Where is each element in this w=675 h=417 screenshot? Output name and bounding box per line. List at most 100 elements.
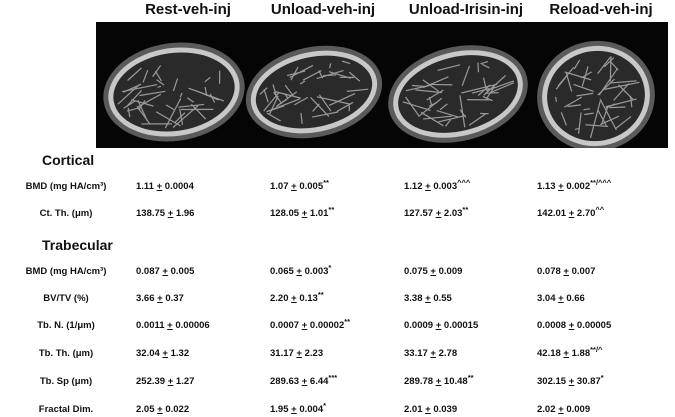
plus-minus-icon: + <box>568 376 575 387</box>
cell-mean: 1.95 <box>270 404 292 415</box>
plus-minus-icon: + <box>425 181 431 192</box>
significance-marker: ** <box>328 205 335 214</box>
cell-sd: 0.00006 <box>172 320 210 331</box>
row-label: BV/TV (%) <box>43 293 89 304</box>
plus-minus-icon: + <box>296 266 302 277</box>
row-label: BMD (mg HA/cm³) <box>25 266 107 277</box>
cell-mean: 2.20 <box>270 293 292 304</box>
cell-mean: 2.05 <box>136 404 158 415</box>
bone-cross-section <box>388 45 528 143</box>
plus-minus-icon: + <box>558 293 564 304</box>
cell-sd: 0.022 <box>162 404 190 415</box>
cell-sd: 0.37 <box>162 293 184 304</box>
cell-mean: 1.07 <box>270 181 292 192</box>
microct-image-strip <box>96 22 668 148</box>
cell-mean: 0.078 <box>537 266 564 277</box>
table-cell: 252.39 + 1.27 <box>136 376 194 387</box>
plus-minus-icon: + <box>430 266 436 277</box>
significance-marker: ^^ <box>595 205 605 214</box>
cell-mean: 127.57 <box>404 208 436 219</box>
table-cell: 0.065 + 0.003* <box>270 263 332 277</box>
cell-sd: 2.23 <box>301 348 324 359</box>
cell-mean: 0.065 <box>270 266 297 277</box>
cell-sd: 30.87 <box>574 376 601 387</box>
cell-sd: 0.003 <box>430 181 458 192</box>
table-cell: 0.0011 + 0.00006 <box>136 320 210 331</box>
bone-cross-section <box>245 45 383 139</box>
bone-cross-section <box>103 42 245 142</box>
table-cell: 142.01 + 2.70^^ <box>537 205 605 219</box>
table-cell: 0.0008 + 0.00005 <box>537 320 611 331</box>
cell-mean: 3.04 <box>537 293 559 304</box>
cell-sd: 0.00005 <box>574 320 612 331</box>
cell-mean: 3.66 <box>136 293 158 304</box>
plus-minus-icon: + <box>301 208 308 219</box>
plus-minus-icon: + <box>563 348 569 359</box>
table-cell: 42.18 + 1.88**/^ <box>537 346 602 359</box>
cell-mean: 0.075 <box>404 266 431 277</box>
significance-marker: ** <box>317 290 324 299</box>
table-cell: 127.57 + 2.03** <box>404 206 468 219</box>
column-header-rest: Rest-veh-inj <box>145 1 231 18</box>
plus-minus-icon: + <box>568 320 575 331</box>
table-cell: 3.38 + 0.55 <box>404 293 452 304</box>
cell-sd: 0.003 <box>301 266 329 277</box>
significance-marker: * <box>328 263 332 272</box>
plus-minus-icon: + <box>296 348 302 359</box>
cell-mean: 32.04 <box>136 348 163 359</box>
table-cell: 289.63 + 6.44*** <box>270 374 337 387</box>
cell-sd: 0.009 <box>563 404 591 415</box>
table-cell: 0.075 + 0.009 <box>404 266 462 277</box>
table-cell: 33.17 + 2.78 <box>404 348 457 359</box>
table-cell: 0.0009 + 0.00015 <box>404 320 478 331</box>
cell-sd: 2.78 <box>435 348 458 359</box>
significance-marker: ^^^ <box>457 178 471 187</box>
table-cell: 289.78 + 10.48** <box>404 374 474 387</box>
row-label: Tb. Sp (μm) <box>39 376 93 387</box>
column-header-unload-irisin: Unload-Irisin-inj <box>408 1 524 18</box>
table-cell: 128.05 + 1.01** <box>270 205 335 219</box>
cell-sd: 0.005 <box>296 181 324 192</box>
table-cell: 3.66 + 0.37 <box>136 293 184 304</box>
cell-sd: 0.039 <box>430 404 458 415</box>
plus-minus-icon: + <box>301 376 308 387</box>
table-cell: 1.11 + 0.0004 <box>136 181 194 192</box>
column-header-reload: Reload-veh-inj <box>549 1 653 18</box>
table-cell: 1.07 + 0.005** <box>270 178 329 192</box>
plus-minus-icon: + <box>291 181 297 192</box>
cell-mean: 42.18 <box>537 348 564 359</box>
plus-minus-icon: + <box>156 181 163 192</box>
plus-minus-icon: + <box>157 404 163 415</box>
plus-minus-icon: + <box>435 208 442 219</box>
cell-mean: 1.11 <box>136 181 157 192</box>
cell-mean: 289.63 <box>270 376 302 387</box>
significance-marker: ** <box>323 178 329 187</box>
table-cell: 2.01 + 0.039 <box>404 404 457 415</box>
row-label: Ct. Th. (μm) <box>39 208 93 219</box>
table-cell: 2.02 + 0.009 <box>537 404 590 415</box>
plus-minus-icon: + <box>558 181 564 192</box>
bone-cross-section <box>537 40 655 148</box>
section-cortical: Cortical <box>42 152 95 168</box>
section-trabecular: Trabecular <box>42 237 113 253</box>
cell-mean: 0.0007 <box>270 320 302 331</box>
plus-minus-icon: + <box>291 293 297 304</box>
table-cell: 1.95 + 0.004* <box>270 401 327 415</box>
cell-mean: 33.17 <box>404 348 431 359</box>
plus-minus-icon: + <box>162 348 168 359</box>
table-cell: 31.17 + 2.23 <box>270 348 323 359</box>
table-cell: 302.15 + 30.87* <box>537 374 604 387</box>
plus-minus-icon: + <box>425 404 431 415</box>
table-cell: 0.078 + 0.007 <box>537 266 595 277</box>
table-cell: 138.75 + 1.96 <box>136 208 194 219</box>
bone-cross-sections-image <box>103 40 655 148</box>
row-label: Tb. N. (1/μm) <box>37 320 95 331</box>
cell-mean: 142.01 <box>537 208 569 219</box>
plus-minus-icon: + <box>568 208 575 219</box>
plus-minus-icon: + <box>558 404 564 415</box>
column-header-unload: Unload-veh-inj <box>270 1 376 18</box>
cell-mean: 0.0009 <box>404 320 436 331</box>
cell-mean: 2.01 <box>404 404 426 415</box>
cell-sd: 2.70 <box>574 208 596 219</box>
significance-marker: * <box>323 401 327 410</box>
